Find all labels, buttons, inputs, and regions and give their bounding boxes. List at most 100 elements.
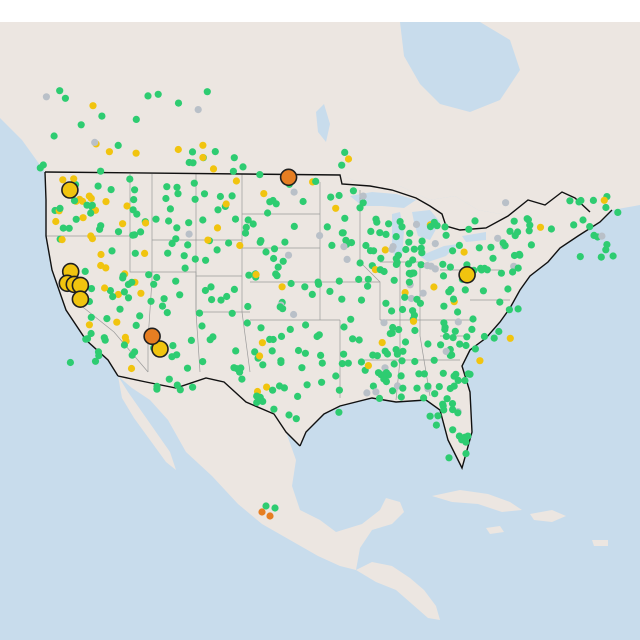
station-dot[interactable] [357,296,366,304]
station-dot[interactable] [108,247,116,255]
station-dot[interactable] [344,359,352,367]
station-dot[interactable] [340,243,348,251]
station-dot[interactable] [497,269,505,277]
station-dot[interactable] [347,239,356,247]
station-dot[interactable] [172,235,180,243]
station-dot[interactable] [154,90,162,98]
station-dot[interactable] [385,220,393,228]
station-dot[interactable] [191,195,199,203]
station-dot[interactable] [397,372,405,380]
station-dot[interactable] [340,323,348,331]
station-dot[interactable] [87,313,95,321]
station-dot[interactable] [256,238,264,246]
station-dot[interactable] [376,266,384,274]
station-dot[interactable] [398,305,407,314]
station-dot[interactable] [508,268,517,276]
station-dot[interactable] [181,264,189,272]
station-dot[interactable] [359,192,367,200]
station-dot[interactable] [317,351,325,359]
station-dot[interactable] [463,333,471,341]
station-dot[interactable] [124,294,133,302]
station-dot[interactable] [56,87,64,95]
station-dot[interactable] [174,190,182,198]
station-dot[interactable] [98,112,106,120]
station-dot[interactable] [471,345,479,353]
station-dot[interactable] [251,348,259,356]
station-dot[interactable] [214,206,222,214]
station-dot[interactable] [478,266,486,274]
station-dot[interactable] [510,217,518,225]
station-dot[interactable] [278,283,286,291]
station-dot[interactable] [442,332,450,340]
station-dot[interactable] [132,115,140,123]
station-dot[interactable] [464,432,472,440]
station-dot[interactable] [269,196,277,205]
station-dot[interactable] [85,192,93,200]
station-dot[interactable] [66,358,74,367]
station-dot[interactable] [231,215,240,223]
station-dot[interactable] [570,221,578,229]
station-dot[interactable] [206,336,214,344]
station-dot[interactable] [262,502,270,510]
station-dot[interactable] [440,302,448,310]
highlighted-station-marker[interactable] [143,327,161,346]
station-dot[interactable] [496,298,504,306]
station-dot[interactable] [266,512,274,520]
station-dot[interactable] [173,224,181,232]
station-dot[interactable] [302,321,310,329]
station-dot[interactable] [437,341,445,349]
station-dot[interactable] [65,224,73,232]
station-dot[interactable] [259,361,267,369]
station-dot[interactable] [367,227,375,235]
station-dot[interactable] [442,231,450,239]
station-dot[interactable] [109,293,117,301]
station-dot[interactable] [318,378,326,386]
station-dot[interactable] [97,250,105,259]
station-dot[interactable] [153,385,161,393]
station-dot[interactable] [290,222,298,230]
station-dot[interactable] [153,273,161,282]
station-dot[interactable] [461,286,469,294]
station-dot[interactable] [340,350,348,358]
station-dot[interactable] [273,272,281,280]
station-dot[interactable] [392,260,400,268]
station-dot[interactable] [480,332,488,341]
station-dot[interactable] [364,275,372,283]
station-dot[interactable] [502,199,510,207]
station-dot[interactable] [382,369,390,377]
station-dot[interactable] [280,384,288,392]
station-dot[interactable] [381,246,389,254]
station-dot[interactable] [101,284,109,292]
station-dot[interactable] [312,177,320,185]
station-dot[interactable] [96,225,104,233]
station-dot[interactable] [287,279,295,288]
station-dot[interactable] [430,283,438,291]
station-dot[interactable] [241,229,250,237]
station-dot[interactable] [257,324,265,332]
station-dot[interactable] [398,223,406,231]
station-dot[interactable] [388,307,396,315]
station-dot[interactable] [39,161,47,169]
station-dot[interactable] [61,94,69,102]
station-dot[interactable] [362,241,370,250]
station-dot[interactable] [363,389,371,397]
station-dot[interactable] [277,357,285,365]
station-dot[interactable] [274,263,282,271]
station-dot[interactable] [377,254,385,262]
station-dot[interactable] [349,335,357,343]
station-dot[interactable] [415,370,423,378]
station-dot[interactable] [185,219,193,227]
station-dot[interactable] [298,364,306,372]
station-dot[interactable] [419,289,427,297]
station-dot[interactable] [410,311,418,319]
station-dot[interactable] [105,148,113,156]
station-dot[interactable] [188,148,197,156]
station-dot[interactable] [424,382,432,390]
station-dot[interactable] [449,295,458,303]
station-dot[interactable] [258,339,266,347]
station-dot[interactable] [332,372,340,380]
station-dot[interactable] [328,241,336,249]
station-dot[interactable] [382,299,390,307]
station-dot[interactable] [209,165,218,173]
station-dot[interactable] [355,275,363,283]
